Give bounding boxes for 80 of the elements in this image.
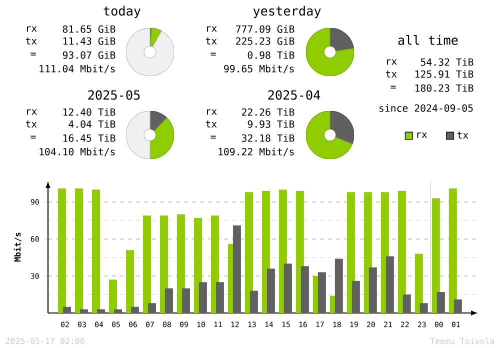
text: 22.26 TiB	[242, 108, 294, 116]
chart-title: today	[104, 6, 141, 18]
text: tx	[26, 38, 37, 44]
bar	[454, 299, 462, 313]
text: rx	[207, 109, 217, 115]
text: =	[30, 52, 36, 56]
bar	[432, 198, 440, 313]
bar	[318, 272, 326, 313]
text: =	[210, 52, 216, 56]
text: =	[210, 136, 216, 139]
bar	[436, 292, 445, 313]
text: =	[390, 86, 396, 89]
text: rx	[27, 26, 37, 32]
bar	[126, 250, 134, 313]
bar	[96, 309, 105, 313]
legend-label: tx	[457, 132, 468, 139]
bar	[176, 214, 185, 313]
bar	[164, 288, 173, 313]
text: =	[30, 136, 36, 139]
text: 125.91 TiB	[416, 70, 474, 78]
text: 180.23 TiB	[416, 84, 474, 92]
text: 4.04 TiB	[68, 120, 116, 128]
bar	[58, 188, 66, 313]
text: rx	[27, 109, 37, 115]
text: all time	[398, 35, 458, 45]
bar	[114, 309, 122, 313]
bar	[80, 309, 88, 313]
chart-title: 2025-04	[268, 90, 320, 100]
bar	[368, 267, 377, 313]
bar	[216, 282, 224, 313]
bar	[148, 303, 156, 313]
bar	[232, 225, 241, 313]
text: 54.32 TiB	[420, 58, 474, 66]
bar	[284, 264, 292, 313]
legend-label: rx	[417, 132, 428, 138]
chart-title: 2025-05	[88, 90, 140, 100]
bar	[420, 303, 428, 313]
bar	[386, 256, 394, 313]
bar	[448, 188, 457, 313]
text: 12.40 TiB	[63, 108, 116, 116]
text: 99.65 Mbit/s	[224, 64, 294, 74]
bar	[160, 216, 168, 313]
text: rx	[207, 26, 217, 32]
bar	[75, 188, 83, 313]
text: 11.43 GiB	[63, 37, 116, 45]
text: 104.10 Mbit/s	[40, 148, 115, 156]
bar	[108, 280, 117, 313]
text: 109.22 Mbit/s	[218, 148, 294, 156]
text: 111.04 Mbit/s	[40, 64, 115, 74]
bar	[92, 190, 100, 313]
bar	[266, 268, 275, 313]
chart-title: yesterday	[253, 6, 321, 18]
bar	[352, 280, 360, 313]
bar	[334, 258, 343, 313]
text: tx	[206, 120, 217, 128]
bar	[414, 254, 423, 313]
text: 225.23 GiB	[236, 37, 294, 45]
bar	[182, 288, 190, 313]
bar	[198, 282, 207, 313]
text: tx	[206, 38, 217, 44]
bar	[142, 216, 151, 313]
text: rx	[387, 59, 397, 65]
text: 777.09 GiB	[236, 25, 294, 33]
bar	[63, 306, 71, 313]
text: 0.98 TiB	[248, 51, 294, 59]
bar	[402, 294, 411, 313]
text: 32.18 TiB	[242, 134, 294, 142]
bar	[250, 290, 258, 313]
bar	[244, 192, 253, 313]
bar	[398, 190, 406, 313]
text: 9.93 TiB	[248, 120, 294, 128]
text: 81.65 GiB	[62, 25, 116, 33]
text: tx	[26, 120, 37, 128]
text: tx	[386, 70, 397, 78]
y-axis-title: Mbit/s	[14, 232, 22, 262]
text: since 2024-09-05	[380, 104, 473, 112]
text: 16.45 TiB	[63, 134, 116, 142]
bar	[130, 306, 139, 313]
bar	[300, 266, 309, 313]
text: 93.07 GiB	[62, 51, 116, 59]
